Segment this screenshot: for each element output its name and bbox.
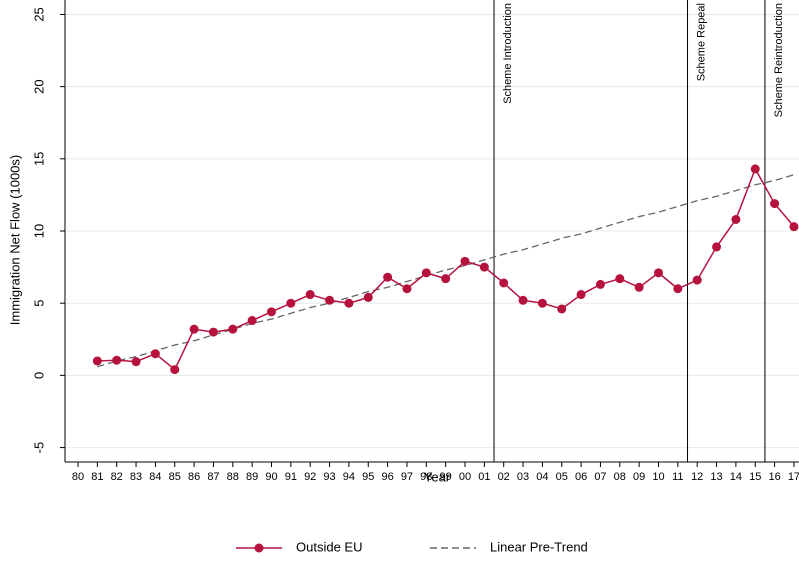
x-tick-label: 94 [343,471,355,483]
data-point [189,324,199,334]
event-label: Scheme Introduction [502,3,514,104]
x-tick-label: 99 [440,471,452,483]
data-point [247,316,257,326]
y-axis-label: Immigration Net Flow (1000s) [7,155,22,326]
x-tick-label: 11 [672,471,683,483]
x-tick-label: 02 [498,471,510,483]
data-point [112,355,122,365]
series-line [97,174,795,368]
data-point [673,284,683,294]
y-tick-label: 0 [31,372,46,379]
x-tick-label: 93 [323,471,335,483]
x-tick-label: 05 [556,471,568,483]
y-tick-label: -5 [31,442,46,454]
data-point [731,214,741,224]
data-point [770,199,780,209]
x-tick-label: 97 [401,471,413,483]
y-tick-label: 25 [31,7,46,21]
data-point [692,275,702,285]
data-point [615,274,625,284]
x-tick-label: 14 [730,471,742,483]
x-tick-label: 16 [768,471,780,483]
x-tick-label: 12 [691,471,703,483]
x-tick-label: 83 [130,471,142,483]
data-point [634,282,644,292]
x-tick-label: 15 [749,471,761,483]
data-point [712,242,722,252]
legend-label: Outside EU [296,539,362,554]
data-point [286,298,296,308]
event-label: Scheme Reintroduction [773,3,785,117]
x-tick-label: 00 [459,471,471,483]
data-point [460,256,470,266]
data-point [499,278,509,288]
x-tick-label: 85 [169,471,181,483]
legend-label: Linear Pre-Trend [490,539,588,554]
data-point [228,324,238,334]
data-point [363,292,373,302]
data-point [421,268,431,278]
x-tick-label: 92 [304,471,316,483]
data-point [92,356,102,366]
event-label: Scheme Repeal [695,3,707,81]
data-point [576,290,586,300]
x-tick-label: 91 [285,471,297,483]
data-point [537,298,547,308]
x-tick-label: 81 [91,471,103,483]
x-tick-label: 07 [594,471,606,483]
data-point [441,274,451,284]
x-tick-label: 08 [614,471,626,483]
data-point [789,222,799,232]
x-tick-label: 98 [420,471,432,483]
x-tick-label: 17 [788,471,799,483]
y-tick-label: 5 [31,300,46,307]
data-point [595,279,605,289]
x-tick-label: 88 [227,471,239,483]
y-tick-label: 20 [31,79,46,93]
x-tick-label: 90 [265,471,277,483]
x-tick-label: 03 [517,471,529,483]
x-tick-label: 09 [633,471,645,483]
data-point [150,349,160,359]
data-point [518,295,528,305]
x-tick-label: 84 [149,471,161,483]
data-point [267,307,276,317]
legend-marker [254,543,264,553]
x-tick-label: 06 [575,471,587,483]
x-axis-label: Year [424,469,451,484]
data-point [383,272,393,282]
y-tick-label: 10 [31,224,46,238]
x-tick-label: 01 [478,471,490,483]
data-point [208,327,218,337]
series-line [97,167,795,371]
x-tick-label: 82 [111,471,123,483]
data-point [305,290,315,300]
x-tick-label: 89 [246,471,258,483]
data-point [654,268,663,278]
data-point [479,262,489,272]
x-tick-label: 86 [188,471,200,483]
y-tick-label: 15 [31,152,46,166]
x-tick-label: 96 [381,471,393,483]
x-tick-label: 80 [72,471,84,483]
data-point [557,304,567,314]
data-point [170,365,180,375]
x-tick-label: 95 [362,471,374,483]
data-point [750,164,760,174]
data-point [325,295,335,305]
x-tick-label: 13 [710,471,722,483]
x-tick-label: 04 [536,471,548,483]
data-point [131,357,141,367]
x-tick-label: 87 [207,471,219,483]
data-point [344,298,354,308]
data-point [402,284,412,294]
x-tick-label: 10 [652,471,664,483]
